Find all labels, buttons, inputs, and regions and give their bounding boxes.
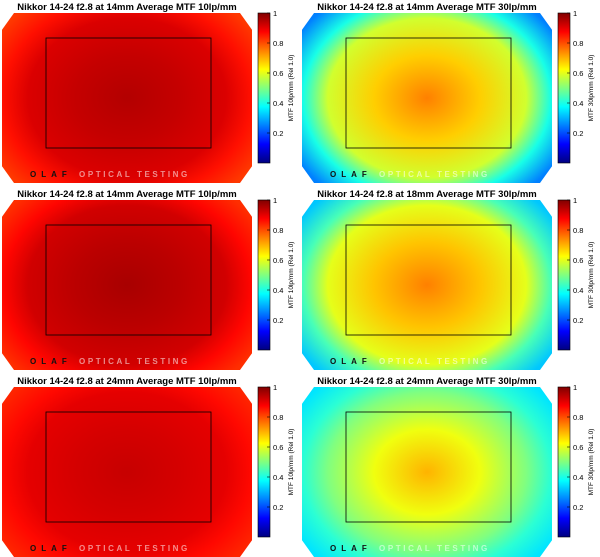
mtf-heatmap bbox=[2, 200, 252, 370]
colorbar-tick-label: 0.8 bbox=[273, 413, 283, 422]
mtf-heatmap bbox=[302, 387, 552, 557]
mtf-panel-6: Nikkor 14-24 f2.8 at 24mm Average MTF 30… bbox=[302, 376, 595, 557]
colorbar-label: MTF 30lp/mm (Rel 1.0) bbox=[588, 55, 595, 122]
logo-text: OLAF bbox=[30, 170, 72, 179]
logo-text: OLAF bbox=[330, 170, 372, 179]
mtf-panel-3: Nikkor 14-24 f2.8 at 14mm Average MTF 10… bbox=[2, 189, 295, 370]
colorbar-tick-label: 1 bbox=[273, 383, 277, 392]
colorbar: 0.2 0.4 0.6 0.8 1 bbox=[257, 9, 283, 164]
tagline-text: OPTICAL TESTING bbox=[79, 357, 190, 366]
mtf-heatmap bbox=[2, 387, 252, 557]
mtf-panel-5: Nikkor 14-24 f2.8 at 24mm Average MTF 10… bbox=[2, 376, 295, 557]
colorbar-tick-label: 0.2 bbox=[573, 129, 583, 138]
tagline-text: OPTICAL TESTING bbox=[79, 170, 190, 179]
logo-text: OLAF bbox=[330, 357, 372, 366]
colorbar-tick-label: 1 bbox=[273, 9, 277, 18]
tagline-text: OPTICAL TESTING bbox=[379, 544, 490, 553]
colorbar-tick-label: 0.8 bbox=[273, 39, 283, 48]
colorbar-tick-label: 0.4 bbox=[573, 286, 583, 295]
mtf-panel-4: Nikkor 14-24 f2.8 at 18mm Average MTF 30… bbox=[302, 189, 595, 370]
colorbar-tick-label: 0.6 bbox=[573, 256, 583, 265]
colorbar: 0.2 0.4 0.6 0.8 1 bbox=[257, 196, 283, 351]
colorbar-tick-label: 0.4 bbox=[273, 286, 283, 295]
colorbar-label: MTF 30lp/mm (Rel 1.0) bbox=[588, 429, 595, 496]
olaf-watermark: OLAF OPTICAL TESTING bbox=[330, 544, 490, 553]
colorbar: 0.2 0.4 0.6 0.8 1 bbox=[557, 196, 583, 351]
colorbar-tick-label: 0.8 bbox=[573, 226, 583, 235]
colorbar-tick-label: 1 bbox=[573, 383, 577, 392]
sensor-frame-outline bbox=[45, 37, 212, 149]
colorbar-label: MTF 10lp/mm (Rel 1.0) bbox=[288, 55, 295, 122]
colorbar-tick-label: 0.6 bbox=[573, 443, 583, 452]
sensor-frame-outline bbox=[345, 411, 512, 523]
colorbar: 0.2 0.4 0.6 0.8 1 bbox=[557, 9, 583, 164]
colorbar-tick-label: 0.4 bbox=[573, 99, 583, 108]
colorbar-tick-label: 0.6 bbox=[273, 69, 283, 78]
chart-title: Nikkor 14-24 f2.8 at 24mm Average MTF 10… bbox=[17, 376, 236, 387]
colorbar-tick-label: 0.2 bbox=[573, 503, 583, 512]
logo-text: OLAF bbox=[330, 544, 372, 553]
tagline-text: OPTICAL TESTING bbox=[79, 544, 190, 553]
colorbar-tick-label: 0.8 bbox=[573, 39, 583, 48]
colorbar-tick-label: 0.6 bbox=[573, 69, 583, 78]
colorbar-tick-label: 0.2 bbox=[273, 316, 283, 325]
colorbar: 0.2 0.4 0.6 0.8 1 bbox=[557, 383, 583, 538]
olaf-watermark: OLAF OPTICAL TESTING bbox=[30, 357, 190, 366]
olaf-watermark: OLAF OPTICAL TESTING bbox=[330, 170, 490, 179]
chart-title: Nikkor 14-24 f2.8 at 14mm Average MTF 30… bbox=[317, 2, 536, 13]
colorbar-label: MTF 10lp/mm (Rel 1.0) bbox=[288, 429, 295, 496]
sensor-frame-outline bbox=[45, 224, 212, 336]
logo-text: OLAF bbox=[30, 357, 72, 366]
chart-title: Nikkor 14-24 f2.8 at 18mm Average MTF 30… bbox=[317, 189, 536, 200]
colorbar-tick-label: 0.2 bbox=[273, 503, 283, 512]
colorbar-tick-label: 1 bbox=[573, 9, 577, 18]
chart-title: Nikkor 14-24 f2.8 at 14mm Average MTF 10… bbox=[17, 2, 236, 13]
logo-text: OLAF bbox=[30, 544, 72, 553]
colorbar-tick-label: 0.4 bbox=[273, 99, 283, 108]
mtf-heatmap bbox=[302, 13, 552, 183]
mtf-panel-2: Nikkor 14-24 f2.8 at 14mm Average MTF 30… bbox=[302, 2, 595, 183]
colorbar-tick-label: 0.4 bbox=[273, 473, 283, 482]
colorbar-tick-label: 0.6 bbox=[273, 443, 283, 452]
mtf-heatmap bbox=[2, 13, 252, 183]
colorbar-tick-label: 1 bbox=[273, 196, 277, 205]
mtf-panel-1: Nikkor 14-24 f2.8 at 14mm Average MTF 10… bbox=[2, 2, 295, 183]
colorbar: 0.2 0.4 0.6 0.8 1 bbox=[257, 383, 283, 538]
olaf-watermark: OLAF OPTICAL TESTING bbox=[330, 357, 490, 366]
olaf-watermark: OLAF OPTICAL TESTING bbox=[30, 170, 190, 179]
colorbar-label: MTF 10lp/mm (Rel 1.0) bbox=[288, 242, 295, 309]
colorbar-label: MTF 30lp/mm (Rel 1.0) bbox=[588, 242, 595, 309]
colorbar-tick-label: 0.8 bbox=[573, 413, 583, 422]
colorbar-tick-label: 0.2 bbox=[273, 129, 283, 138]
colorbar-tick-label: 1 bbox=[573, 196, 577, 205]
sensor-frame-outline bbox=[345, 37, 512, 149]
colorbar-tick-label: 0.8 bbox=[273, 226, 283, 235]
tagline-text: OPTICAL TESTING bbox=[379, 170, 490, 179]
tagline-text: OPTICAL TESTING bbox=[379, 357, 490, 366]
chart-title: Nikkor 14-24 f2.8 at 24mm Average MTF 30… bbox=[317, 376, 536, 387]
chart-title: Nikkor 14-24 f2.8 at 14mm Average MTF 10… bbox=[17, 189, 236, 200]
colorbar-tick-label: 0.2 bbox=[573, 316, 583, 325]
olaf-watermark: OLAF OPTICAL TESTING bbox=[30, 544, 190, 553]
colorbar-tick-label: 0.6 bbox=[273, 256, 283, 265]
sensor-frame-outline bbox=[45, 411, 212, 523]
mtf-heatmap bbox=[302, 200, 552, 370]
colorbar-tick-label: 0.4 bbox=[573, 473, 583, 482]
sensor-frame-outline bbox=[345, 224, 512, 336]
